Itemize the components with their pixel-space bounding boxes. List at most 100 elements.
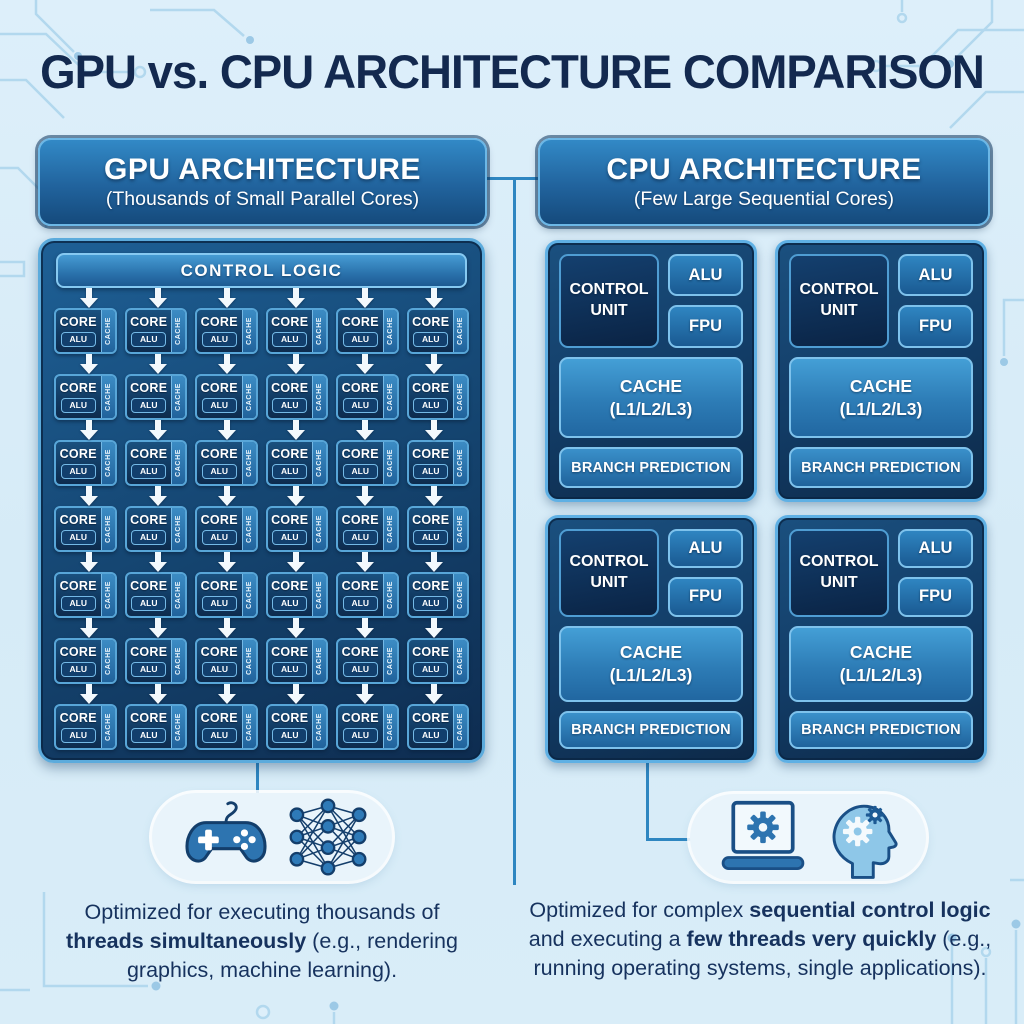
gpu-core: CORE ALU CACHE <box>336 440 399 486</box>
gpu-core-alu-badge: ALU <box>342 464 378 479</box>
down-arrow-icon <box>356 354 375 374</box>
gpu-core-cache-strip: CACHE <box>453 640 467 682</box>
gpu-core-alu-badge: ALU <box>272 596 308 611</box>
gpu-core-body: CORE ALU <box>127 640 172 682</box>
cpu-core-block: CONTROL UNIT ALU FPU CACHE (L1/L2/L3) BRAN… <box>545 515 757 763</box>
down-arrow-icon <box>425 420 444 440</box>
gpu-core-alu-badge: ALU <box>131 464 167 479</box>
gpu-core-label: CORE <box>412 381 450 396</box>
gpu-core: CORE ALU CACHE <box>265 374 328 420</box>
down-arrow-icon <box>287 618 306 638</box>
gpu-core-body: CORE ALU <box>409 442 454 484</box>
gpu-core-alu-badge: ALU <box>342 332 378 347</box>
gpu-core-body: CORE ALU <box>409 508 454 550</box>
gpu-core: CORE ALU CACHE <box>195 506 258 552</box>
gpu-core-body: CORE ALU <box>127 376 172 418</box>
gpu-core: CORE ALU CACHE <box>195 374 258 420</box>
gpu-core: CORE ALU CACHE <box>195 704 258 750</box>
gpu-core-alu-badge: ALU <box>201 662 237 677</box>
down-arrow-icon <box>79 288 98 308</box>
gpu-core: CORE ALU CACHE <box>265 572 328 618</box>
gpu-core-cache-strip: CACHE <box>171 508 185 550</box>
gpu-core-cache-strip: CACHE <box>312 706 326 748</box>
gpu-core-label: CORE <box>412 315 450 330</box>
gpu-core-body: CORE ALU <box>338 508 383 550</box>
down-arrow-icon <box>425 618 444 638</box>
gpu-header-title: GPU ARCHITECTURE <box>104 153 421 186</box>
gpu-core-label: CORE <box>130 381 168 396</box>
gpu-core-label: CORE <box>341 447 379 462</box>
gpu-core-row: CORE ALU CACHE CORE ALU CACHE CORE ALU C… <box>54 308 469 354</box>
gpu-core-alu-badge: ALU <box>272 332 308 347</box>
down-arrow-icon <box>217 684 236 704</box>
gpu-core-label: CORE <box>271 645 309 660</box>
gpu-core-alu-badge: ALU <box>60 530 96 545</box>
gpu-core-label: CORE <box>412 579 450 594</box>
gpu-core-cache-strip: CACHE <box>171 310 185 352</box>
gpu-core-body: CORE ALU <box>338 310 383 352</box>
gpu-core-cache-strip: CACHE <box>453 706 467 748</box>
gpu-core-body: CORE ALU <box>197 706 242 748</box>
gpu-core-cache-strip: CACHE <box>453 574 467 616</box>
down-arrow-icon <box>425 354 444 374</box>
cpu-cache: CACHE (L1/L2/L3) <box>789 625 973 702</box>
gpu-core-cache-strip: CACHE <box>171 640 185 682</box>
down-arrow-icon <box>287 420 306 440</box>
gpu-header: GPU ARCHITECTURE (Thousands of Small Par… <box>38 138 487 226</box>
gpu-core-label: CORE <box>59 579 97 594</box>
cpu-branch-prediction: BRANCH PREDICTION <box>789 447 973 488</box>
cpu-alu-fpu-stack: ALU FPU <box>898 529 973 617</box>
cpu-alu: ALU <box>898 529 973 569</box>
cpu-cache: CACHE (L1/L2/L3) <box>559 356 743 439</box>
gpu-core: CORE ALU CACHE <box>54 440 117 486</box>
down-arrow-icon <box>148 618 167 638</box>
gpu-core-alu-badge: ALU <box>272 662 308 677</box>
gpu-core-body: CORE ALU <box>409 640 454 682</box>
gpu-core: CORE ALU CACHE <box>406 704 469 750</box>
gpu-core-body: CORE ALU <box>338 706 383 748</box>
gpu-core: CORE ALU CACHE <box>195 638 258 684</box>
down-arrow-icon <box>287 354 306 374</box>
gpu-core-alu-badge: ALU <box>60 332 96 347</box>
gpu-core-alu-badge: ALU <box>131 596 167 611</box>
gpu-core-cache-strip: CACHE <box>241 376 256 418</box>
gpu-core: CORE ALU CACHE <box>124 440 187 486</box>
down-arrow-icon <box>356 288 375 308</box>
gpu-core-row: CORE ALU CACHE CORE ALU CACHE CORE ALU C… <box>54 638 469 684</box>
gpu-core-body: CORE ALU <box>197 508 242 550</box>
gpu-core-body: CORE ALU <box>268 310 313 352</box>
cpu-core-block: CONTROL UNIT ALU FPU CACHE (L1/L2/L3) BRAN… <box>775 240 987 502</box>
cpu-branch-prediction: BRANCH PREDICTION <box>559 447 743 488</box>
cpu-control-unit: CONTROL UNIT <box>789 529 889 617</box>
center-divider-line <box>513 177 516 885</box>
gpu-core: CORE ALU CACHE <box>406 638 469 684</box>
gpu-core-cache-strip: CACHE <box>171 376 185 418</box>
gpu-core-label: CORE <box>412 645 450 660</box>
gpu-core-label: CORE <box>59 513 97 528</box>
down-arrow-icon <box>148 552 167 572</box>
cpu-block-top-row: CONTROL UNIT ALU FPU <box>789 254 973 348</box>
gpu-core: CORE ALU CACHE <box>406 572 469 618</box>
gpu-core-label: CORE <box>59 645 97 660</box>
gpu-core-body: CORE ALU <box>409 376 454 418</box>
gpu-core-body: CORE ALU <box>56 574 101 616</box>
down-arrow-icon <box>425 486 444 506</box>
gpu-core-alu-badge: ALU <box>342 398 378 413</box>
down-arrow-icon <box>217 354 236 374</box>
gpu-icons-pill <box>152 793 392 881</box>
gpu-core-body: CORE ALU <box>197 640 242 682</box>
gpu-core-label: CORE <box>341 711 379 726</box>
gpu-core-alu-badge: ALU <box>131 530 167 545</box>
gpu-core-row: CORE ALU CACHE CORE ALU CACHE CORE ALU C… <box>54 572 469 618</box>
gpu-core-label: CORE <box>200 579 238 594</box>
gpu-core-alu-badge: ALU <box>201 596 237 611</box>
gpu-core-cache-strip: CACHE <box>312 310 326 352</box>
down-arrow-icon <box>148 354 167 374</box>
gpu-core-alu-badge: ALU <box>342 662 378 677</box>
down-arrow-icon <box>356 552 375 572</box>
cpu-icon-connector-vertical <box>646 763 649 841</box>
down-arrow-icon <box>79 486 98 506</box>
gpu-core-alu-badge: ALU <box>60 464 96 479</box>
down-arrow-icon <box>217 552 236 572</box>
gpu-core: CORE ALU CACHE <box>336 572 399 618</box>
